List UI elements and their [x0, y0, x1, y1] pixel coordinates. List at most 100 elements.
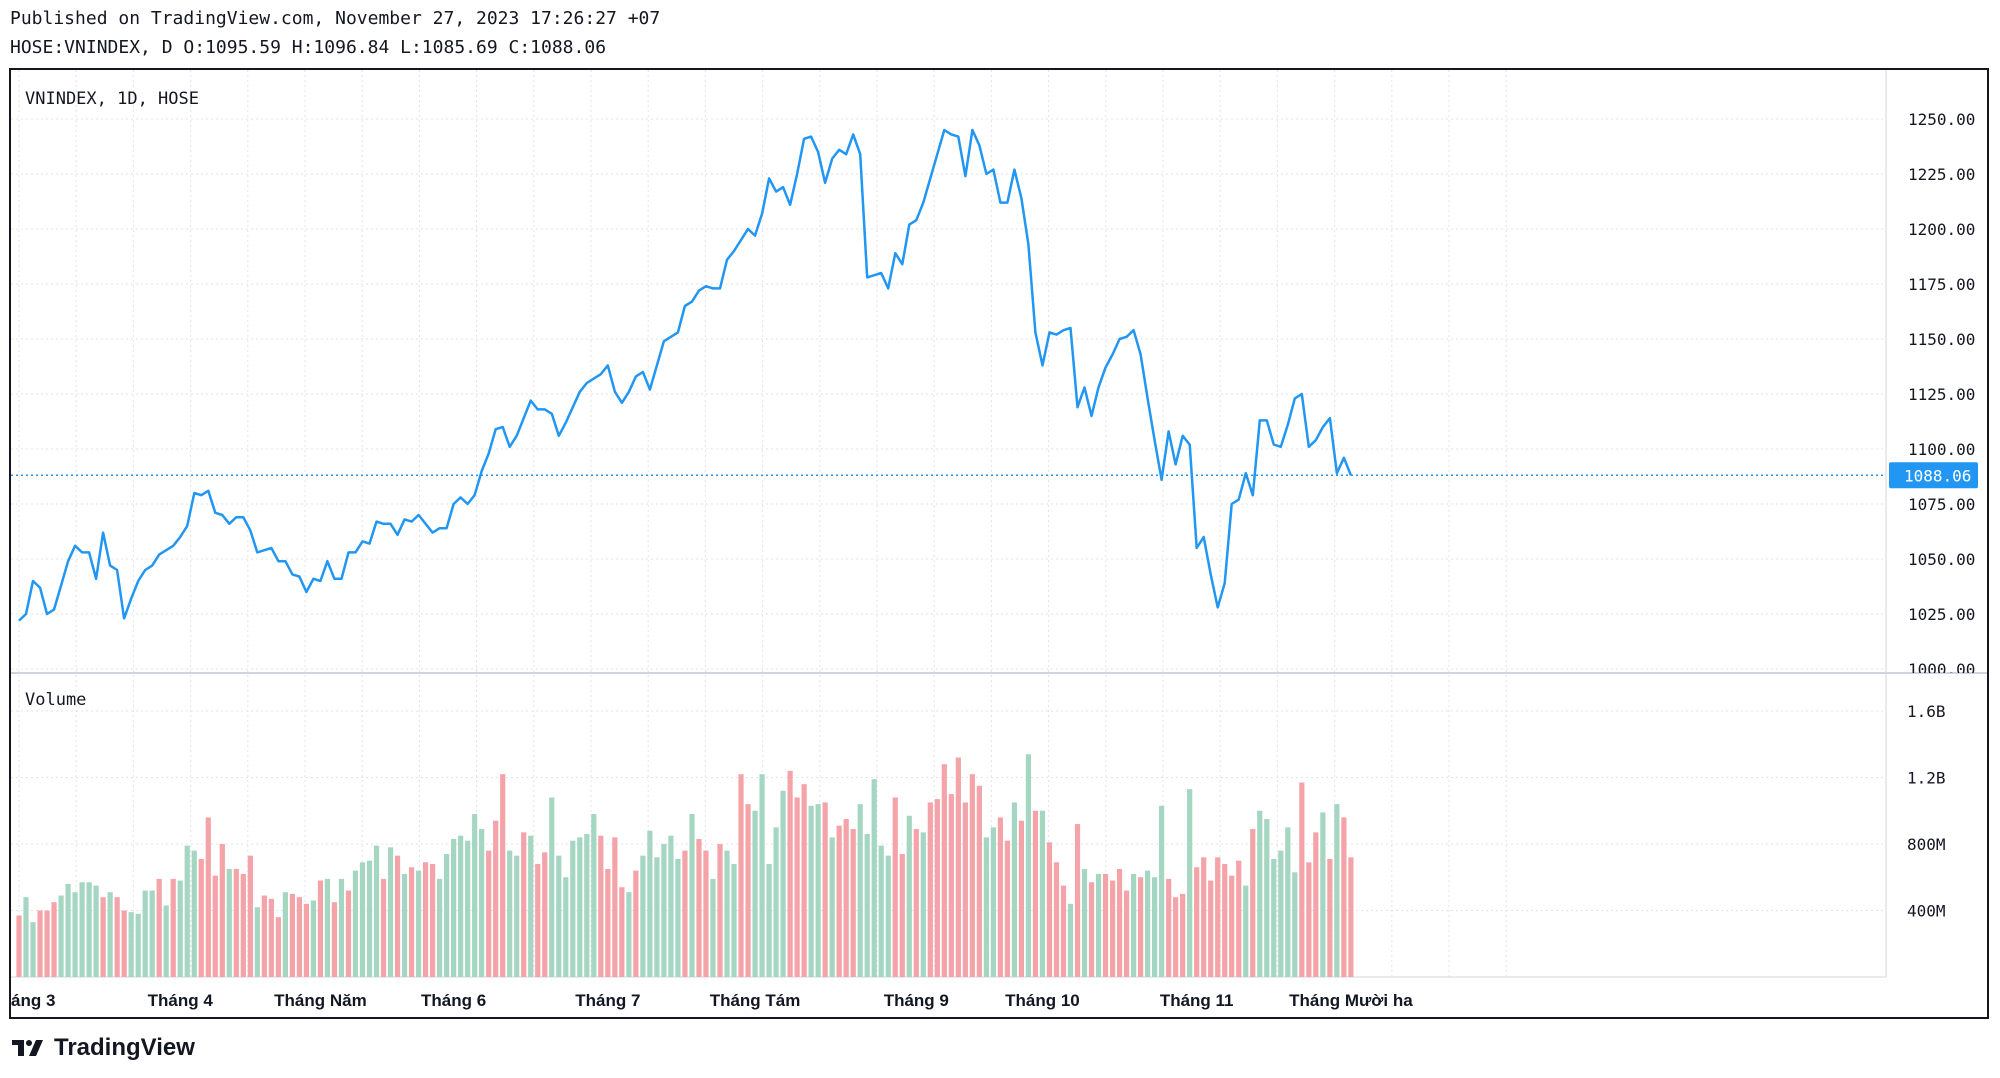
volume-bar — [563, 877, 569, 977]
volume-bar — [23, 897, 29, 977]
volume-bar — [1039, 810, 1046, 977]
price-tick-label: 1200.00 — [1908, 220, 1975, 239]
time-axis-label: Tháng Năm — [274, 991, 367, 1010]
volume-bar — [1152, 877, 1158, 977]
volume-bar — [850, 829, 856, 977]
volume-tick-label: 800M — [1907, 835, 1946, 854]
chart-frame: 1000.00 1025.00 1050.00 1075.00 1100.00 1125.… — [9, 68, 1989, 1019]
volume-bar — [437, 878, 443, 977]
volume-bar — [44, 910, 50, 977]
volume-bar — [759, 774, 765, 977]
volume-bar — [205, 817, 211, 977]
volume-bar — [500, 774, 506, 977]
volume-bar — [121, 910, 127, 977]
volume-bar — [598, 835, 604, 977]
volume-bar — [1313, 832, 1319, 977]
volume-bar — [1208, 880, 1214, 977]
last-price-label: 1088.06 — [1904, 466, 1971, 485]
volume-bar — [1095, 873, 1102, 977]
volume-bar — [128, 912, 134, 977]
volume-bar — [745, 804, 751, 977]
volume-bar — [591, 814, 597, 977]
tradingview-logo-icon — [12, 1040, 43, 1056]
volume-bar — [1081, 868, 1088, 977]
volume-bar — [1025, 754, 1032, 977]
volume-bar — [521, 832, 527, 977]
volume-bar — [16, 915, 22, 977]
chart-canvas[interactable]: 1000.00 1025.00 1050.00 1075.00 1100.00 1125.… — [11, 70, 1987, 1017]
volume-bar — [1306, 862, 1312, 977]
volume-bar — [1201, 857, 1207, 977]
volume-bar — [261, 895, 267, 977]
volume-bar — [556, 855, 562, 977]
volume-bar — [345, 890, 352, 977]
volume-pane-title: Volume — [25, 690, 86, 710]
volume-bar — [990, 827, 996, 977]
volume-bar — [359, 862, 366, 977]
time-axis-label: Tháng 7 — [575, 991, 640, 1010]
volume-bar — [542, 852, 548, 977]
volume-bar — [458, 835, 464, 977]
volume-bar — [514, 855, 520, 977]
volume-bar — [1138, 877, 1144, 977]
volume-bar — [787, 770, 793, 977]
volume-bar — [212, 875, 218, 977]
volume-bar — [605, 868, 611, 977]
volume-bar — [864, 834, 870, 977]
volume-bar — [191, 850, 197, 977]
volume-bar — [37, 910, 43, 977]
volume-bar — [296, 897, 302, 977]
volume-bar — [955, 757, 961, 977]
volume-bar — [1166, 878, 1172, 977]
volume-bar — [142, 890, 148, 977]
volume-bar — [1123, 890, 1130, 977]
volume-bar — [997, 817, 1003, 977]
volume-bar — [184, 845, 190, 977]
volume-bar — [584, 834, 590, 977]
volume-bar — [422, 862, 429, 977]
volume-bar — [310, 900, 317, 977]
volume-bar — [1292, 872, 1298, 977]
price-tick-label: 1150.00 — [1908, 330, 1975, 349]
volume-bar — [934, 799, 940, 977]
volume-bar — [1341, 817, 1347, 977]
volume-tick-label: 1.6B — [1907, 702, 1946, 721]
volume-bar — [969, 774, 975, 977]
volume-bar — [198, 858, 204, 977]
volume-bar — [738, 774, 744, 977]
volume-tick-label: 400M — [1907, 902, 1946, 921]
volume-bar — [619, 887, 625, 977]
time-axis-label: Tháng 4 — [148, 991, 214, 1010]
volume-bar — [1285, 827, 1291, 977]
tradingview-brand[interactable]: TradingView — [10, 1034, 195, 1062]
time-axis-label: Tháng 10 — [1005, 991, 1080, 1010]
volume-bar — [1109, 880, 1116, 977]
price-pane-title: VNINDEX, 1D, HOSE — [25, 89, 199, 109]
volume-bar — [93, 885, 99, 977]
volume-bar — [233, 868, 239, 977]
volume-bar — [135, 913, 141, 977]
volume-bar — [752, 810, 758, 977]
volume-bar — [1159, 805, 1165, 977]
volume-bar — [170, 878, 176, 977]
volume-bar — [1257, 810, 1263, 977]
volume-bar — [801, 784, 807, 977]
volume-bar — [724, 850, 730, 977]
volume-bar — [1320, 812, 1326, 977]
volume-bar — [1299, 782, 1305, 977]
volume-bar — [535, 863, 541, 977]
volume-bar — [815, 804, 821, 977]
volume-bar — [58, 895, 64, 977]
volume-bar — [149, 890, 155, 977]
volume-bar — [647, 830, 653, 977]
volume-bar — [878, 845, 884, 977]
volume-bar — [899, 853, 905, 977]
volume-bar — [920, 832, 926, 977]
volume-bar — [941, 764, 947, 977]
volume-bar — [429, 863, 436, 977]
volume-bar — [1018, 820, 1025, 977]
volume-bar — [1250, 829, 1256, 977]
volume-bar — [703, 850, 709, 977]
volume-bar — [268, 898, 274, 977]
volume-bar — [401, 873, 408, 977]
